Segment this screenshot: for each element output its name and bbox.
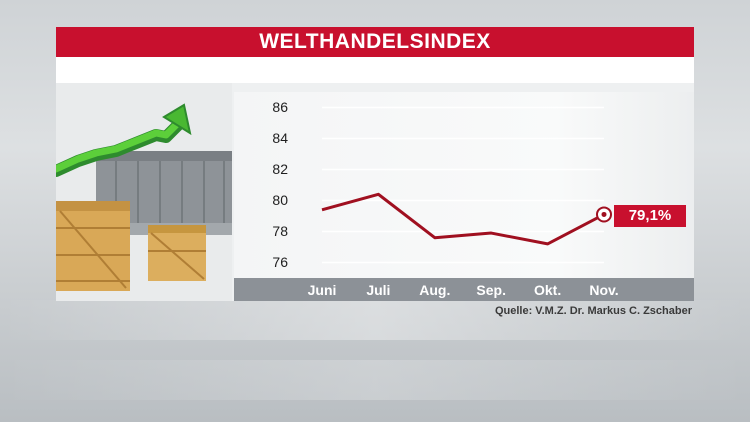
page-title: WELTHANDELSINDEX xyxy=(259,30,491,53)
highlight-value-label: 79,1% xyxy=(614,205,686,227)
series-line xyxy=(321,192,605,246)
highlight-point-center xyxy=(601,211,607,217)
x-tick-label: Nov. xyxy=(589,282,619,298)
background-streak xyxy=(0,300,750,340)
trade-illustration xyxy=(56,83,232,301)
y-tick-label: 78 xyxy=(272,222,288,239)
header-bar: WELTHANDELSINDEX xyxy=(56,27,694,57)
x-tick-label: Aug. xyxy=(419,282,451,298)
y-tick-label: 76 xyxy=(272,253,288,270)
source-note: Quelle: V.M.Z. Dr. Markus C. Zschaber xyxy=(494,305,692,317)
wooden-crate-icon xyxy=(56,201,206,291)
y-tick-label: 82 xyxy=(272,160,288,177)
subtitle-strip xyxy=(56,57,694,83)
green-arrow-icon xyxy=(56,103,192,177)
x-tick-label: Okt. xyxy=(533,282,562,298)
x-tick-label: Sep. xyxy=(476,282,506,298)
y-tick-label: 80 xyxy=(272,191,288,208)
plot-area xyxy=(234,92,694,278)
y-tick-label: 84 xyxy=(272,129,288,146)
x-tick-label: Juli xyxy=(366,282,391,298)
y-tick-label: 86 xyxy=(272,98,288,115)
x-axis-bar xyxy=(234,278,694,301)
x-tick-label: Juni xyxy=(307,282,337,298)
background-streak xyxy=(0,360,750,400)
